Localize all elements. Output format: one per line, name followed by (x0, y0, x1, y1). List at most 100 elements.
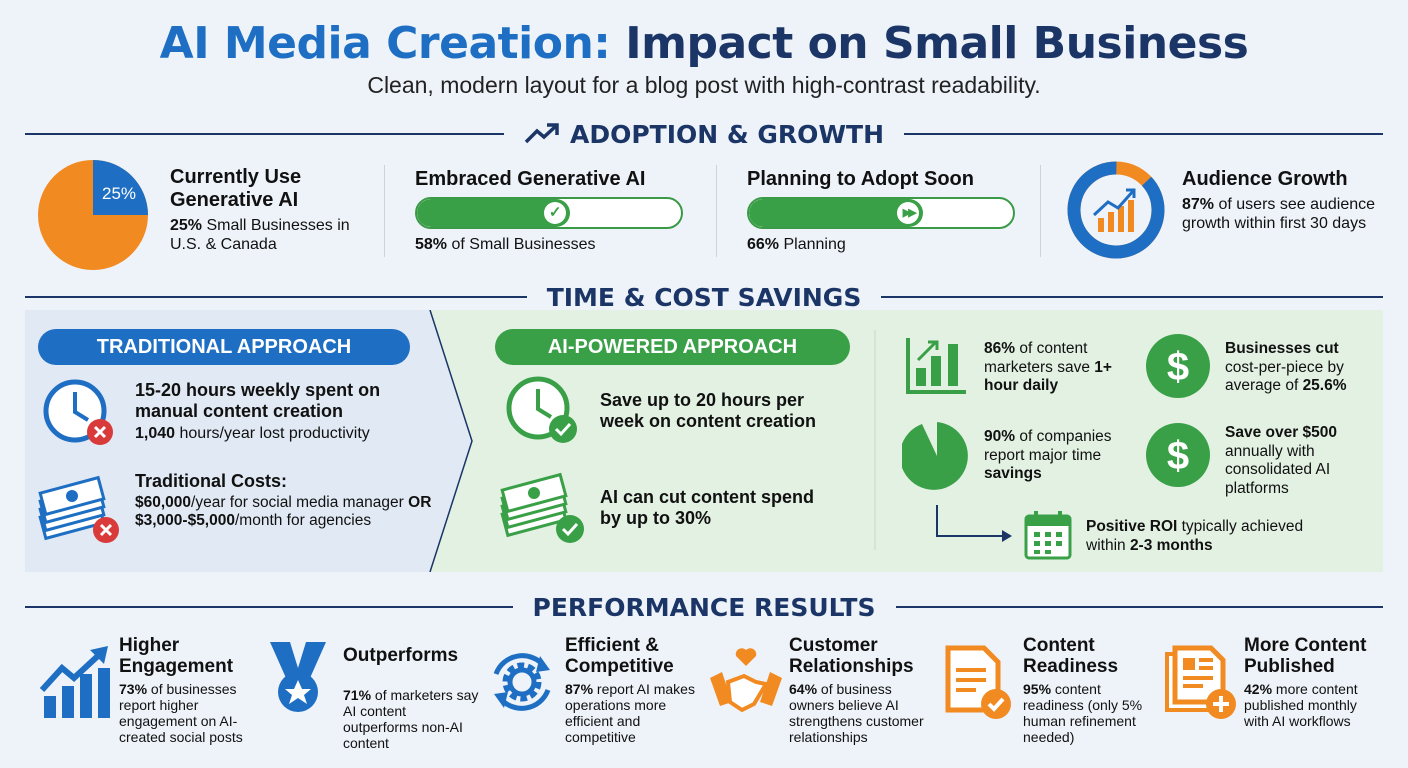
pie-label: 25% (102, 184, 136, 203)
performance-item: Higher Engagement 73% of businesses repor… (119, 635, 259, 745)
stat-roi: Positive ROI typically achieved within 2… (1086, 518, 1326, 555)
arrow-connector-icon (936, 505, 1012, 542)
dollar-icon: $ (1146, 334, 1210, 398)
text-segment: more content published monthly with AI w… (1244, 681, 1358, 729)
item-desc: 1,040 hours/year lost productivity (135, 424, 425, 443)
text-segment: of companies report major time (984, 428, 1112, 464)
progress-fill: ▶▶ (749, 199, 924, 227)
emphasis-text: Positive ROI (1086, 518, 1178, 535)
subtitle: Clean, modern layout for a blog post wit… (367, 72, 1041, 98)
stat-heading: Planning to Adopt Soon (747, 168, 974, 190)
item-desc: 71% of marketers say AI content outperfo… (343, 687, 483, 751)
stat-save-500: Save over $500 annually with consolidate… (1225, 424, 1375, 498)
item-desc: 95% content readiness (only 5% human ref… (1023, 681, 1163, 745)
divider (716, 165, 717, 257)
emphasis-text: 42% (1244, 681, 1273, 697)
medal-icon (270, 642, 326, 712)
performance-item: More Content Published 42% more content p… (1244, 635, 1384, 729)
emphasis-text: Businesses cut (1225, 340, 1339, 357)
pie-slice-25 (93, 160, 148, 215)
text-segment: of businesses report higher engagement o… (119, 681, 243, 745)
emphasis-text: 95% (1023, 681, 1052, 697)
traditional-item-time: 15-20 hours weekly spent on manual conte… (135, 380, 425, 443)
item-heading: Customer Relationships (789, 635, 914, 677)
item-desc: 64% of business owners believe AI streng… (789, 681, 929, 745)
emphasis-text: 25% (170, 217, 203, 234)
divider (895, 606, 1383, 608)
clock-x-icon (43, 379, 113, 445)
money-check-icon (500, 472, 584, 543)
text-segment: report AI makes operations more efficien… (565, 681, 695, 745)
text-segment: /month for agencies (234, 512, 372, 529)
progress-bar-planning: ▶▶ (747, 197, 1015, 229)
text-segment: hours/year lost productivity (175, 425, 370, 442)
item-desc: 42% more content published monthly with … (1244, 681, 1384, 729)
check-icon: ✓ (544, 202, 567, 224)
divider (1040, 165, 1041, 257)
title-part-1: AI Media Creation: (159, 18, 611, 69)
ai-item-time: Save up to 20 hours per week on content … (600, 390, 817, 431)
item-heading: 15-20 hours weekly spent on manual conte… (135, 380, 381, 421)
item-heading: Content Readiness (1023, 635, 1119, 677)
text-segment: Small Businesses in U.S. & Canada (170, 217, 350, 253)
text-segment: of Small Businesses (447, 236, 596, 253)
progress-fill: ✓ (417, 199, 571, 227)
item-desc: 73% of businesses report higher engageme… (119, 681, 259, 745)
progress-bar-embraced: ✓ (415, 197, 683, 229)
emphasis-text: OR (408, 494, 432, 511)
divider (25, 296, 527, 298)
stat-planning: Planning to Adopt Soon ▶▶ 66% Planning (747, 168, 1015, 254)
document-check-icon (945, 645, 1011, 719)
stat-desc: 58% of Small Businesses (415, 235, 683, 254)
ring-value-87 (1067, 161, 1165, 259)
item-desc: 87% report AI makes operations more effi… (565, 681, 705, 745)
pie-chart-25: 25% (38, 160, 148, 270)
stat-major-savings: 90% of companies report major time savin… (984, 428, 1144, 484)
emphasis-text: 2-3 months (1129, 536, 1213, 554)
stat-heading: Currently Use Generative AI (170, 166, 302, 211)
document-plus-icon (1165, 645, 1236, 719)
trending-up-icon (524, 123, 559, 144)
emphasis-text: 73% (119, 681, 148, 697)
stat-heading: Embraced Generative AI (415, 168, 646, 190)
stat-audience: Audience Growth 87% of users see audienc… (1182, 168, 1382, 233)
emphasis-text: 1,040 (135, 425, 176, 442)
ai-item-cost: AI can cut content spend by up to 30% (600, 487, 815, 528)
stat-desc: 66% Planning (747, 235, 1015, 254)
item-heading: Traditional Costs: (135, 471, 288, 491)
text-segment: of users see audience growth within firs… (1182, 196, 1376, 232)
growth-chart-icon (1092, 188, 1136, 232)
emphasis-text: 90% (984, 428, 1016, 445)
item-desc: $60,000/year for social media manager OR… (135, 494, 435, 530)
traditional-item-costs: Traditional Costs: $60,000/year for soci… (135, 471, 435, 530)
stat-cost-per-piece: Businesses cut cost-per-piece by average… (1225, 340, 1375, 396)
text-segment: cost-per-piece by average of (1225, 358, 1344, 395)
section-header-performance: PERFORMANCE RESULTS (25, 592, 1383, 622)
section-title: PERFORMANCE RESULTS (532, 592, 876, 622)
emphasis-text: 64% (789, 681, 818, 697)
stat-embraced: Embraced Generative AI ✓ 58% of Small Bu… (415, 168, 683, 254)
emphasis-text: $3,000-$5,000 (135, 512, 235, 529)
text-segment: Planning (779, 236, 846, 253)
emphasis-text: 66% (747, 236, 780, 253)
divider (25, 133, 504, 135)
svg-text:$: $ (1167, 434, 1189, 478)
text-segment: of marketers say AI content outperforms … (343, 687, 479, 751)
emphasis-text: $60,000 (135, 494, 192, 511)
divider (25, 606, 513, 608)
growth-chart-icon (39, 646, 110, 718)
stat-desc: 87% of users see audience growth within … (1182, 195, 1382, 233)
emphasis-text: 87% (565, 681, 594, 697)
bar-chart-icon (906, 338, 966, 394)
dollar-icon: $ (1146, 423, 1210, 487)
ai-approach-label: AI-POWERED APPROACH (495, 329, 850, 365)
emphasis-text: savings (984, 465, 1042, 482)
title-part-2: Impact on Small Business (625, 18, 1249, 69)
emphasis-text: 58% (415, 236, 448, 253)
stat-current-use: Currently Use Generative AI 25% Small Bu… (170, 166, 370, 254)
handshake-heart-icon (710, 648, 782, 713)
stat-heading: Audience Growth (1182, 168, 1348, 190)
traditional-approach-label: TRADITIONAL APPROACH (38, 329, 410, 365)
section-header-savings: TIME & COST SAVINGS (25, 282, 1384, 312)
emphasis-text: 25.6% (1302, 377, 1347, 394)
